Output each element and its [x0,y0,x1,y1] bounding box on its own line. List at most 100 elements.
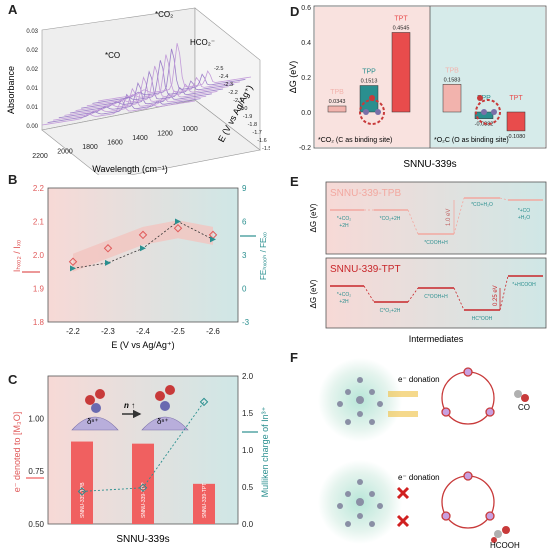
f-bottom-arrow-label: e⁻ donation [398,473,440,482]
f-cross-icon-1 [396,486,410,500]
f-co-molecule [514,390,529,402]
c-bar-label: SNNU-339-TPT [202,483,208,518]
b-ytick-right: 6 [242,218,247,227]
b-ytick-right: 9 [242,184,247,193]
c-bar [193,483,215,524]
panel-d-ylabel: ΔG (eV) [288,61,298,94]
d-bar-value: 0.4545 [393,25,410,31]
peak-label-co: *CO [105,51,120,60]
c-ytick-right: 1.0 [242,446,254,455]
a-ztick-label: -2.1 [233,98,242,104]
e-top-step-label: *+CO [518,208,530,214]
a-xtick-label: 1800 [82,144,98,151]
f-cross-icon-2 [396,514,410,528]
panel-c-delta-2: δⁿ⁺ [157,417,169,426]
c-ytick-left: 0.50 [28,520,44,529]
c-ytick-right: 2.0 [242,372,254,381]
panel-e-ylabel-bottom: ΔG (eV) [309,279,318,308]
panel-d-chart: TPB 0.0343 TPP 0.1513 TPT 0.4545 TPB 0.1583 TPP -… [288,5,547,170]
e-bottom-step-label: *+HCOOH [512,282,536,288]
spectrum-line [69,70,224,114]
a-ytick-label: 0.00 [26,124,38,130]
e-top-step-label: +H₂O [518,215,530,221]
a-xtick-label: 2000 [57,149,73,156]
b-ytick-left: 1.8 [33,318,45,327]
c-ytick-left: 1.00 [28,414,44,423]
a-ytick-label: 0.01 [26,105,38,111]
panel-b-ylabel-right: FEₕₓₒₒₕ / FEₓₒ [259,232,268,280]
d-bar-value: 0.1583 [444,77,461,83]
b-right-point [70,265,76,272]
a-xtick-label: 2200 [32,153,48,160]
c-charge-point [77,487,87,496]
e-top-step-label: *CO+H₂O [471,202,493,208]
panel-c-delta-1: δⁿ⁺ [87,417,99,426]
e-top-step-label: +2H [339,223,349,229]
panel-b-letter: B [8,172,18,187]
b-xtick: -2.5 [171,327,185,336]
panel-a-letter: A [8,2,18,17]
a-ztick-label: -1.6 [257,138,266,144]
a-xtick-label: 1200 [157,131,173,138]
a-xtick-label: 1000 [182,126,198,133]
f-top-product: CO [518,403,530,412]
b-xtick: -2.4 [136,327,150,336]
c-ytick-left: 0.75 [28,467,44,476]
b-xtick: -2.6 [206,327,220,336]
panel-d-cluster-left [359,95,385,125]
f-top-arrow-label: e⁻ donation [398,375,440,384]
panel-e-top-barrier: 1.0 eV [446,209,452,226]
d-bar [391,32,411,113]
panel-e-ylabel-top: ΔG (eV) [309,203,318,232]
d-bar-category: TPT [394,15,408,22]
e-bottom-step-label: +2H [339,299,349,305]
b-confidence-band [73,220,213,272]
b-ytick-right: -3 [242,318,250,327]
c-ytick-right: 0.5 [242,483,254,492]
b-right-point [140,245,146,252]
a-ztick-label: -2.5 [214,66,223,72]
b-xtick: -2.2 [66,327,80,336]
a-ztick-label: -2.0 [238,106,247,112]
f-hcooh-molecule [491,526,510,543]
b-ytick-left: 2.2 [33,184,45,193]
panel-c-ylabel-left: e⁻ denoted to [M₃O] [12,412,22,492]
a-ytick-label: 0.01 [26,86,38,92]
e-bottom-step-label: *+CO₂ [337,292,351,298]
panel-e-top-path [330,197,543,235]
d-bar [442,84,462,113]
a-xtick-label: 1400 [132,135,148,142]
e-bottom-step-label: C*O₂+2H [380,308,401,314]
d-ytick: 0.6 [301,5,311,12]
b-xtick: -2.3 [101,327,115,336]
d-bar-value: -0.0382 [475,122,494,128]
b-ytick-left: 2.1 [33,218,45,227]
e-bottom-step-label: C*OOH+H [424,294,448,300]
c-charge-point [138,483,148,492]
c-ytick-right: 0.0 [242,520,254,529]
c-charge-point [199,397,209,407]
panel-c-ylabel-right: Mulliken charge of In³⁺ [260,406,270,497]
panel-e-bottom-path [330,275,543,311]
panel-a-ylabel: Absorbance [6,66,16,114]
panel-e-top-title: SNNU-339-TPB [330,188,401,199]
panel-c-schematic: n ↑ δⁿ⁺ δⁿ⁺ [71,385,189,431]
d-bar-value: -0.1080 [507,134,526,140]
panel-d-caption-left: *CO₂ (C as binding site) [318,137,392,144]
f-ligand-top [337,377,383,425]
d-bar-category: TPT [509,95,523,102]
b-left-point [68,257,78,266]
panel-e-chart: SNNU-339-TPB SNNU-339-TPT 1.0 eV *+CO₂+2… [309,181,547,344]
panel-c-letter: C [8,372,18,387]
b-right-point [210,236,216,243]
d-ytick: 0.2 [301,75,311,82]
c-ytick-right: 1.5 [242,409,254,418]
d-bar [327,105,347,113]
d-bar-category: TPP [477,95,491,102]
panel-b-ylabel-left: Iₕₓₒ₂ / Iₓₒ [12,239,22,272]
f-bottom-product: HCOOH [490,541,520,550]
panel-e-xlabel: Intermediates [409,334,464,344]
c-bar [71,441,93,524]
peak-label-co2: *CO₂ [155,10,173,19]
b-left-point [208,230,218,240]
